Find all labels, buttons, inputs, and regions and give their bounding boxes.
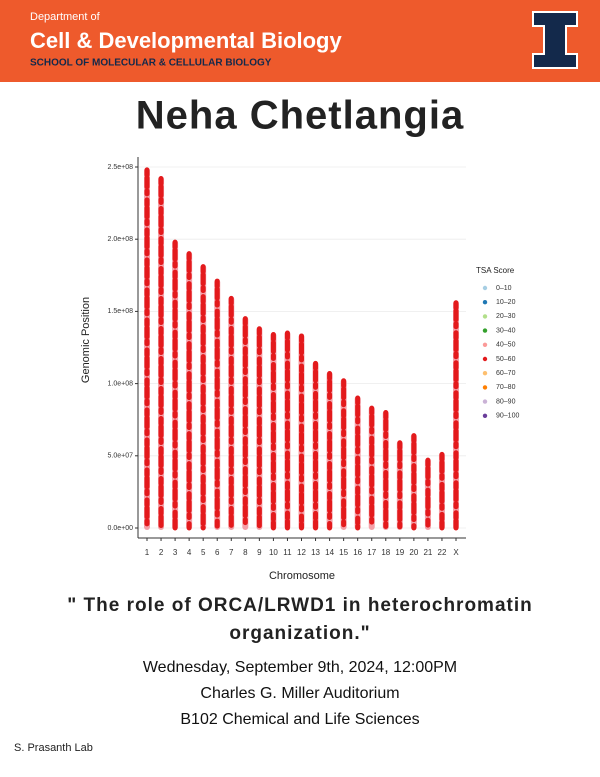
x-tick-label: 21 <box>423 548 432 557</box>
speaker: Neha Chetlangia <box>136 94 464 138</box>
legend-label: 50–60 <box>496 356 516 363</box>
legend-swatch <box>482 314 488 319</box>
x-tick-label: 18 <box>381 548 390 557</box>
lab: S. Prasanth Lab <box>14 742 93 754</box>
legend-swatch <box>482 371 488 376</box>
legend-swatch <box>482 342 488 347</box>
legend-swatch <box>482 413 488 418</box>
talk-title: organization." <box>229 623 370 644</box>
x-tick-label: 3 <box>173 548 178 557</box>
y-tick-label: 2.5e+08 <box>108 164 134 171</box>
x-tick-label: 19 <box>395 548 404 557</box>
legend-label: 90–100 <box>496 413 519 420</box>
legend-swatch <box>482 285 488 291</box>
legend-label: 30–40 <box>496 327 516 334</box>
venue: Charles G. Miller Auditorium <box>200 685 399 702</box>
x-tick-label: 9 <box>257 548 262 557</box>
y-axis-title: Genomic Position <box>80 297 92 383</box>
talk-title: " The role of ORCA/LRWD1 in heterochroma… <box>67 595 532 616</box>
x-tick-label: 2 <box>159 548 164 557</box>
x-tick-label: 17 <box>367 548 376 557</box>
legend-label: 10–20 <box>496 299 516 306</box>
logo <box>532 11 578 69</box>
department-of: Department of <box>30 11 101 23</box>
x-tick-label: 13 <box>311 548 320 557</box>
x-tick-label: 16 <box>353 548 362 557</box>
school: SCHOOL OF MOLECULAR & CELLULAR BIOLOGY <box>30 58 272 69</box>
legend-label: 0–10 <box>496 285 512 292</box>
legend-swatch <box>482 399 488 404</box>
y-tick-label: 1.0e+08 <box>108 380 134 387</box>
y-tick-label: 1.5e+08 <box>108 308 134 315</box>
x-tick-label: 4 <box>187 548 192 557</box>
legend-label: 20–30 <box>496 313 516 320</box>
department: Cell & Developmental Biology <box>30 28 342 53</box>
x-tick-label: 8 <box>243 548 248 557</box>
x-tick-label: 5 <box>201 548 206 557</box>
x-tick-label: 6 <box>215 548 220 557</box>
y-tick-label: 5.0e+07 <box>108 453 134 460</box>
building: B102 Chemical and Life Sciences <box>180 711 419 728</box>
y-tick-label: 0.0e+00 <box>108 525 134 532</box>
x-axis-title: Chromosome <box>269 570 335 582</box>
legend-label: 40–50 <box>496 342 516 349</box>
date-time: Wednesday, September 9th, 2024, 12:00PM <box>143 659 457 676</box>
legend-title: TSA Score <box>476 266 515 275</box>
x-tick-label: 1 <box>145 548 150 557</box>
legend-swatch <box>482 328 488 333</box>
chart: 0.0e+00 5.0e+07 1.0e+08 1.5e+08 2.0e+08 2.5e+… <box>80 157 519 582</box>
x-tick-label: 11 <box>283 548 292 557</box>
header-band <box>0 0 600 82</box>
y-tick-label: 2.0e+08 <box>108 236 134 243</box>
x-tick-label: 22 <box>438 548 447 557</box>
legend-label: 70–80 <box>496 384 516 391</box>
x-tick-label: 14 <box>325 548 334 557</box>
legend-swatch <box>482 356 488 362</box>
x-tick-label: X <box>453 548 459 557</box>
x-tick-label: 7 <box>229 548 234 557</box>
legend-label: 80–90 <box>496 398 516 405</box>
x-tick-label: 20 <box>409 548 418 557</box>
x-tick-label: 15 <box>339 548 348 557</box>
legend-swatch <box>482 385 488 390</box>
legend-label: 60–70 <box>496 370 516 377</box>
x-tick-label: 10 <box>269 548 278 557</box>
legend-swatch <box>482 300 488 305</box>
x-tick-label: 12 <box>297 548 306 557</box>
